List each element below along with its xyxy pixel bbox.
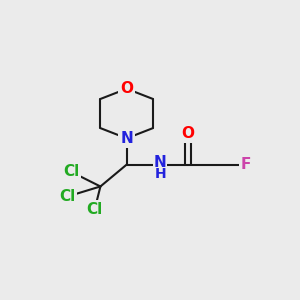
Text: H: H (154, 167, 166, 181)
Text: F: F (241, 157, 251, 172)
Text: Cl: Cl (59, 189, 75, 204)
Text: O: O (182, 127, 194, 142)
Text: O: O (120, 81, 133, 96)
Text: N: N (120, 131, 133, 146)
Text: Cl: Cl (86, 202, 103, 217)
Text: N: N (154, 155, 167, 170)
Text: Cl: Cl (63, 164, 80, 179)
